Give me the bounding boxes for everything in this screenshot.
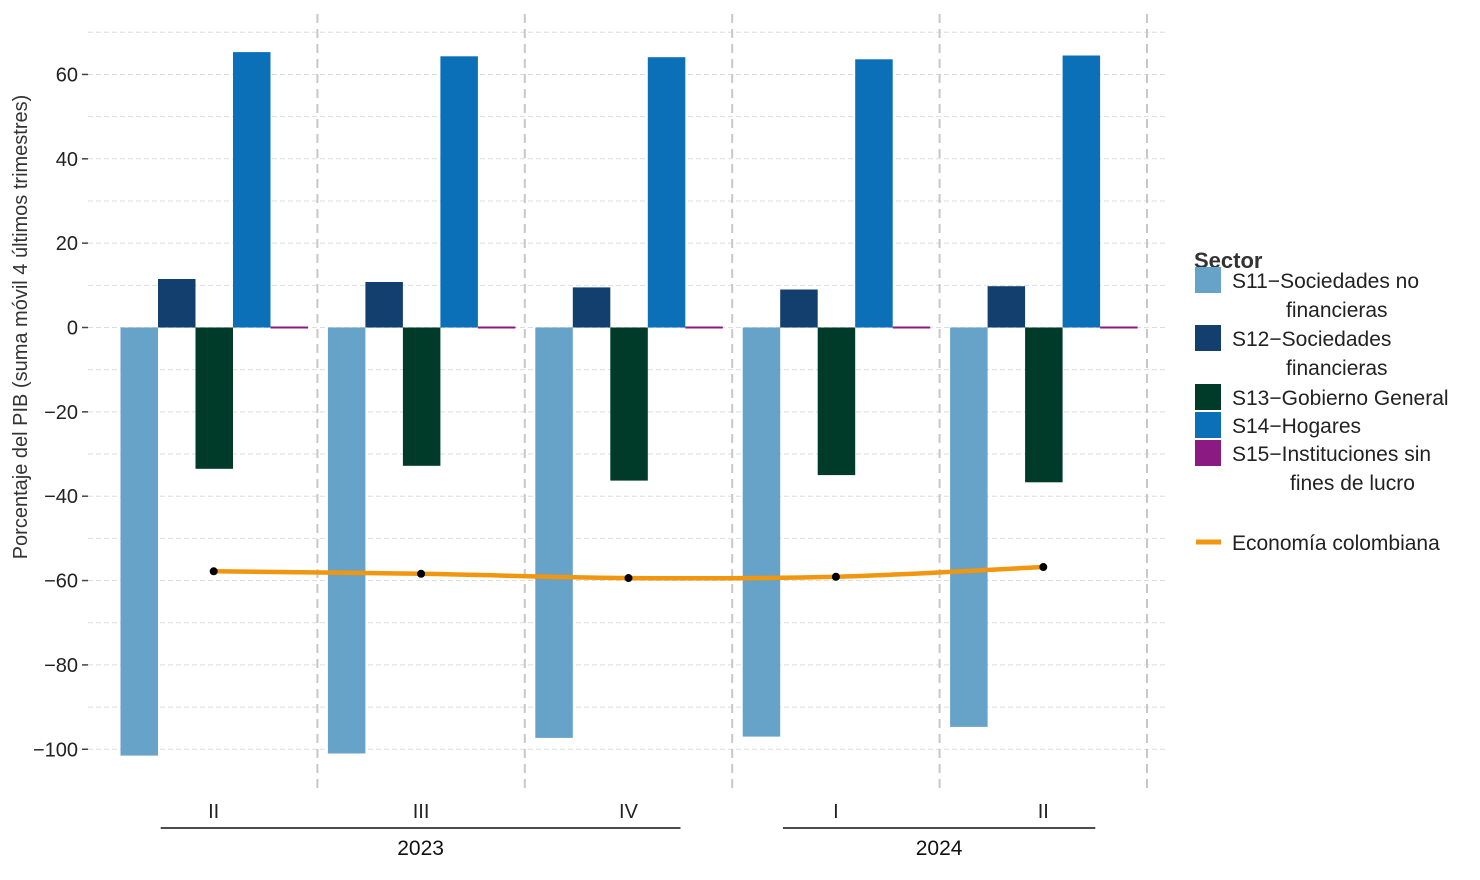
bar (440, 56, 478, 328)
bar (950, 327, 988, 727)
bar (365, 282, 403, 328)
economy-line-point (831, 572, 840, 581)
bar (1025, 327, 1063, 483)
economy-line-point (1039, 563, 1048, 572)
economy-line (209, 563, 1048, 583)
bar (572, 287, 611, 328)
x-tick-label: I (833, 801, 839, 823)
bar (477, 326, 516, 329)
legend-label: S14−Hogares (1232, 415, 1361, 438)
y-tick-label: −60 (44, 571, 78, 593)
bar (120, 327, 158, 756)
y-tick-label: 20 (56, 233, 78, 255)
bar (685, 326, 723, 329)
x-tick-label: III (413, 801, 430, 823)
bar (270, 326, 308, 329)
bars (120, 52, 1138, 756)
bar (233, 52, 271, 328)
bar (195, 327, 233, 469)
legend-key (1195, 440, 1221, 466)
economy-line-point (417, 569, 426, 578)
bar (817, 327, 856, 476)
legend-label: S13−Gobierno General (1232, 387, 1449, 410)
x-tick-label: II (1038, 801, 1049, 823)
bar (855, 59, 893, 328)
y-tick-label: −80 (44, 655, 78, 677)
x-tick-label: IV (619, 801, 639, 823)
legend-label: financieras (1286, 299, 1388, 322)
bar (535, 327, 573, 738)
y-tick-label: −20 (44, 402, 78, 424)
x-tick-label: II (208, 801, 219, 823)
bar (402, 327, 441, 466)
legend-label: Economía colombiana (1232, 532, 1440, 555)
legend-label: fines de lucro (1290, 472, 1415, 495)
legend-label: S12−Sociedades (1232, 328, 1391, 351)
legend-label: S11−Sociedades no (1232, 270, 1419, 293)
bar (780, 289, 818, 328)
y-tick-label: 60 (56, 64, 78, 86)
bar (610, 327, 648, 481)
legend-label: financieras (1286, 357, 1388, 380)
bar (327, 327, 366, 754)
bar (1100, 326, 1138, 329)
bar (647, 57, 686, 328)
year-label: 2024 (916, 837, 963, 860)
y-tick-label: −100 (33, 739, 78, 761)
bar (1062, 55, 1101, 328)
legend-key (1195, 412, 1221, 438)
year-label: 2023 (397, 837, 444, 860)
legend-label: S15−Instituciones sin (1232, 443, 1431, 466)
bar (987, 286, 1026, 328)
economy-line-point (624, 574, 633, 583)
y-tick-label: 0 (67, 318, 78, 340)
y-axis: 60 40 20 0 −20 −40 −60 −80 −100 (33, 64, 88, 761)
quarter-separators (316, 14, 1148, 792)
legend-key (1195, 384, 1221, 410)
legend-key (1195, 267, 1221, 293)
y-tick-label: −40 (44, 486, 78, 508)
legend-key (1195, 325, 1221, 351)
y-tick-label: 40 (56, 149, 78, 171)
economy-line-point (209, 567, 218, 576)
y-axis-title: Porcentaje del PIB (suma móvil 4 últimos… (10, 95, 32, 560)
bar (158, 279, 196, 328)
bar (742, 327, 781, 737)
bar (892, 326, 931, 329)
